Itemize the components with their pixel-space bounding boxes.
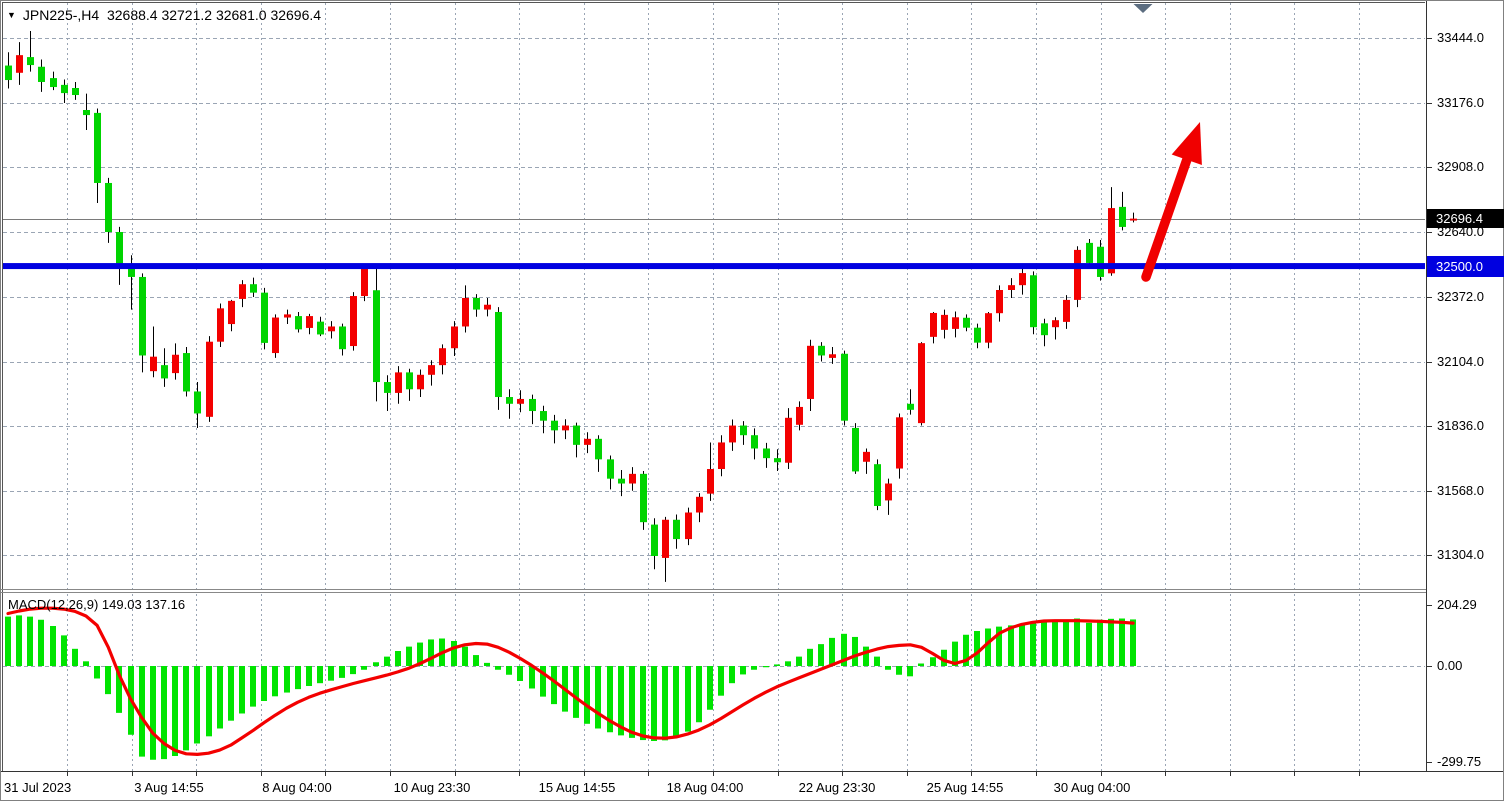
trend-arrow[interactable] bbox=[1141, 122, 1202, 282]
chart-title: ▼ JPN225-,H4 32688.4 32721.2 32681.0 326… bbox=[7, 7, 321, 23]
macd-signal-line bbox=[6, 606, 1135, 757]
symbol-dropdown-icon[interactable]: ▼ bbox=[7, 9, 16, 20]
macd-indicator-label: MACD(12,26,9) 149.03 137.16 bbox=[8, 597, 186, 612]
scroll-end-marker-icon[interactable] bbox=[1133, 4, 1153, 13]
candlestick-series bbox=[5, 30, 1137, 582]
grid-lines bbox=[3, 3, 1432, 776]
chart-title-text: JPN225-,H4 32688.4 32721.2 32681.0 32696… bbox=[22, 7, 322, 23]
level-price-badge: 32500.0 bbox=[1427, 256, 1504, 277]
current-price-badge: 32696.4 bbox=[1427, 209, 1504, 228]
support-level-line[interactable] bbox=[3, 263, 1425, 270]
macd-histogram bbox=[5, 615, 1136, 760]
